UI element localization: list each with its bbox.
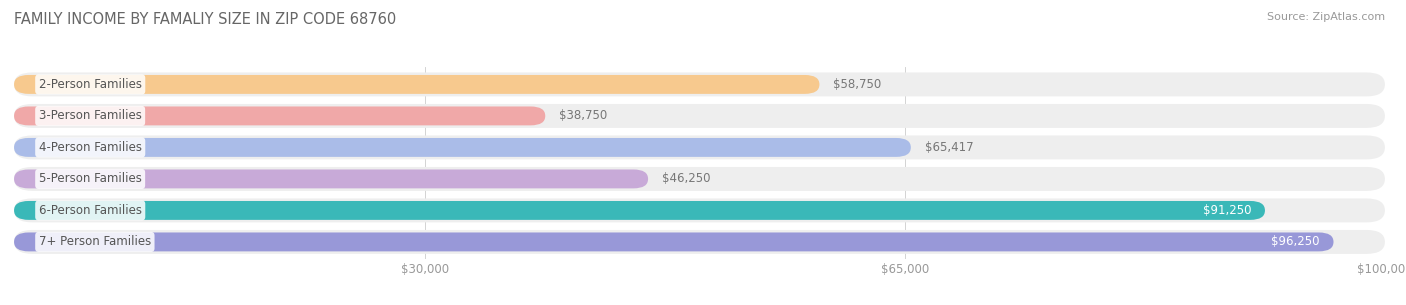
Text: $46,250: $46,250 — [662, 172, 710, 185]
PathPatch shape — [14, 199, 1385, 222]
Text: 6-Person Families: 6-Person Families — [39, 204, 142, 217]
Text: Source: ZipAtlas.com: Source: ZipAtlas.com — [1267, 12, 1385, 22]
Text: 4-Person Families: 4-Person Families — [39, 141, 142, 154]
PathPatch shape — [14, 73, 1385, 96]
Text: FAMILY INCOME BY FAMALIY SIZE IN ZIP CODE 68760: FAMILY INCOME BY FAMALIY SIZE IN ZIP COD… — [14, 12, 396, 27]
Text: 5-Person Families: 5-Person Families — [39, 172, 142, 185]
PathPatch shape — [14, 201, 1265, 220]
PathPatch shape — [14, 75, 820, 94]
Text: 7+ Person Families: 7+ Person Families — [39, 235, 150, 249]
PathPatch shape — [14, 170, 648, 188]
PathPatch shape — [14, 104, 1385, 128]
PathPatch shape — [14, 135, 1385, 160]
PathPatch shape — [14, 232, 1333, 251]
PathPatch shape — [14, 106, 546, 125]
Text: $38,750: $38,750 — [560, 109, 607, 122]
Text: $58,750: $58,750 — [834, 78, 882, 91]
PathPatch shape — [14, 167, 1385, 191]
Text: $96,250: $96,250 — [1271, 235, 1320, 249]
PathPatch shape — [14, 230, 1385, 254]
PathPatch shape — [14, 138, 911, 157]
Text: $65,417: $65,417 — [925, 141, 973, 154]
Text: 3-Person Families: 3-Person Families — [39, 109, 142, 122]
Text: 2-Person Families: 2-Person Families — [39, 78, 142, 91]
Text: $91,250: $91,250 — [1202, 204, 1251, 217]
